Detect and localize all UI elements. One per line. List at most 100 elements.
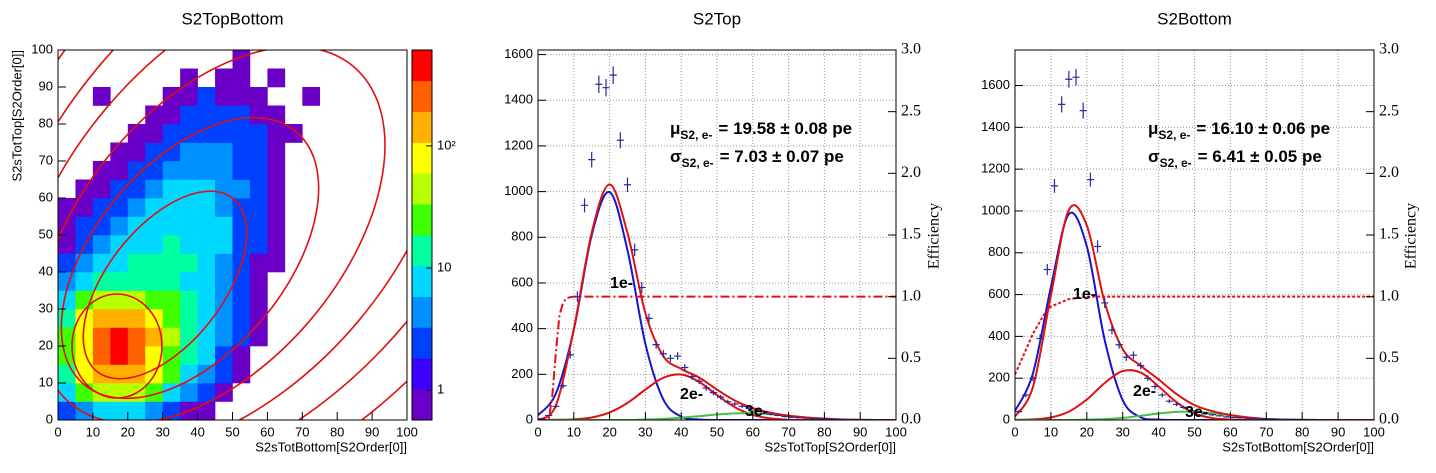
heatmap-cell — [180, 105, 198, 125]
x-tick-label: 50 — [1187, 424, 1201, 439]
colorbar-segment — [412, 173, 432, 205]
panel: S2TopBottom 1 10 10² 0 10 20 30 40 50 60 70 80 90 100 0… — [9, 9, 456, 454]
data-point — [1115, 340, 1123, 349]
heatmap-cell — [215, 290, 233, 310]
y2-tick-label: 0.0 — [1379, 411, 1399, 428]
data-point — [588, 151, 596, 168]
data-point — [1172, 402, 1181, 407]
heatmap-cell — [75, 198, 94, 217]
data-point — [1144, 375, 1152, 382]
x-tick-label: 20 — [602, 424, 616, 439]
data-point — [1208, 413, 1217, 416]
y-tick-label: 20 — [39, 337, 53, 352]
heatmap-cell — [92, 253, 111, 273]
heatmap-cell — [249, 198, 268, 217]
data-point — [602, 79, 610, 97]
y-tick-label: 100 — [31, 41, 53, 56]
heatmap-cell — [180, 327, 198, 347]
heatmap-cell — [197, 161, 216, 180]
heatmap-cell — [110, 216, 129, 236]
heatmap-cell — [58, 401, 76, 420]
x-axis-label: S2sTotBottom[S2Order[0]] — [1222, 439, 1374, 454]
fit-curve — [538, 373, 896, 420]
heatmap-cell — [127, 401, 146, 420]
data-point — [738, 404, 746, 409]
y-tick-label: 1600 — [504, 46, 533, 61]
heatmap-cell — [145, 272, 163, 291]
heatmap-cell — [197, 364, 216, 384]
contour — [58, 50, 407, 420]
y2-tick-label: 1.0 — [901, 287, 921, 304]
heatmap-cell — [215, 198, 233, 217]
heatmap-cell — [197, 401, 216, 420]
heatmap-cell — [197, 142, 216, 162]
y-tick-label: 0 — [526, 411, 533, 426]
heatmap-cell — [197, 179, 216, 199]
data-point — [802, 417, 811, 419]
data-point — [573, 291, 581, 302]
heatmap-cell — [180, 161, 198, 180]
data-point — [1151, 383, 1159, 390]
subscript: S2, e- — [1160, 156, 1192, 170]
data-point — [616, 132, 624, 149]
fit-contours — [58, 50, 407, 420]
data-point — [774, 414, 782, 417]
heatmap-cell — [127, 272, 146, 291]
x-tick-label: 60 — [1223, 424, 1237, 439]
heatmap-cell — [110, 198, 129, 217]
contour — [82, 190, 248, 380]
colorbar-segment — [412, 358, 432, 390]
heatmap-cell — [127, 179, 146, 199]
plot-area — [58, 50, 407, 420]
heatmap-cell — [162, 142, 181, 162]
data-point — [1259, 418, 1267, 420]
heatmap-cell — [162, 253, 181, 273]
heatmap-cell — [92, 346, 111, 365]
heatmap-cell — [267, 179, 286, 199]
heatmap-cell — [215, 68, 233, 88]
data-point — [638, 282, 646, 294]
heatmap-cell — [215, 272, 233, 291]
heatmap-cell — [127, 327, 146, 347]
plot-area — [538, 50, 896, 420]
y-tick-label: 400 — [988, 328, 1010, 343]
heatmap-cell — [215, 87, 233, 106]
y-tick-label: 400 — [511, 320, 533, 335]
heatmap-cell — [249, 216, 268, 236]
heatmap-cell — [75, 272, 94, 291]
heatmap-cell — [249, 161, 268, 180]
y-tick-label: 30 — [39, 300, 53, 315]
symbol: μ — [1148, 119, 1158, 138]
heatmap-cell — [145, 290, 163, 310]
heatmap-cell — [145, 235, 163, 254]
heatmap-cell — [145, 216, 163, 236]
y-tick-label: 200 — [988, 370, 1010, 385]
heatmap-cell — [92, 401, 111, 420]
peak-label: 1e- — [610, 275, 633, 292]
heatmap-cell — [197, 87, 216, 106]
y-tick-label: 40 — [39, 263, 53, 278]
y2-tick-label: 1.5 — [1379, 226, 1399, 243]
data-point — [824, 418, 832, 420]
heatmap-cell — [92, 272, 111, 291]
heatmap-cell — [145, 309, 163, 328]
heatmap-cell — [58, 364, 76, 384]
heatmap-cell — [145, 327, 163, 347]
heatmap-cell — [267, 124, 286, 143]
y2-tick-label: 2.5 — [1379, 102, 1399, 119]
data-point — [1086, 172, 1094, 187]
data-point — [1165, 399, 1173, 404]
data-point — [1237, 417, 1245, 419]
heatmap-cell — [215, 179, 233, 199]
y2-tick-label: 1.5 — [901, 226, 921, 243]
data-point — [717, 394, 725, 400]
heatmap-cell — [127, 216, 146, 236]
data-point — [538, 418, 546, 420]
heatmap-cell — [197, 346, 216, 365]
heatmap-cell — [162, 161, 181, 180]
data-point — [1101, 297, 1109, 308]
heatmap-cell — [180, 383, 198, 402]
x-tick-label: 60 — [260, 424, 274, 439]
